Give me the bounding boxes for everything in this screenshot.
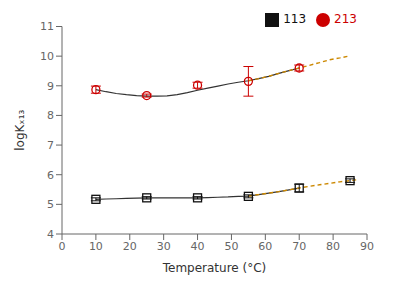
svg-text:11: 11 xyxy=(40,20,54,33)
svg-text:20: 20 xyxy=(123,240,137,253)
svg-text:0: 0 xyxy=(59,240,66,253)
svg-text:50: 50 xyxy=(224,240,238,253)
svg-text:9: 9 xyxy=(47,80,54,93)
svg-text:90: 90 xyxy=(360,240,374,253)
svg-text:10: 10 xyxy=(89,240,103,253)
svg-text:7: 7 xyxy=(47,139,54,152)
svg-text:70: 70 xyxy=(292,240,306,253)
svg-text:6: 6 xyxy=(47,169,54,182)
svg-text:5: 5 xyxy=(47,198,54,211)
html-text:213: 213 xyxy=(334,12,357,26)
svg-text:8: 8 xyxy=(47,109,54,122)
svg-text:logKₓ₁₃: logKₓ₁₃ xyxy=(13,110,27,151)
html-text:113: 113 xyxy=(283,12,307,26)
svg-text:30: 30 xyxy=(157,240,171,253)
svg-text:10: 10 xyxy=(40,50,54,63)
svg-text:60: 60 xyxy=(258,240,272,253)
svg-text:80: 80 xyxy=(326,240,340,253)
svg-text:40: 40 xyxy=(191,240,205,253)
svg-text:4: 4 xyxy=(47,228,54,241)
svg-text:Temperature (°C): Temperature (°C) xyxy=(162,261,267,275)
